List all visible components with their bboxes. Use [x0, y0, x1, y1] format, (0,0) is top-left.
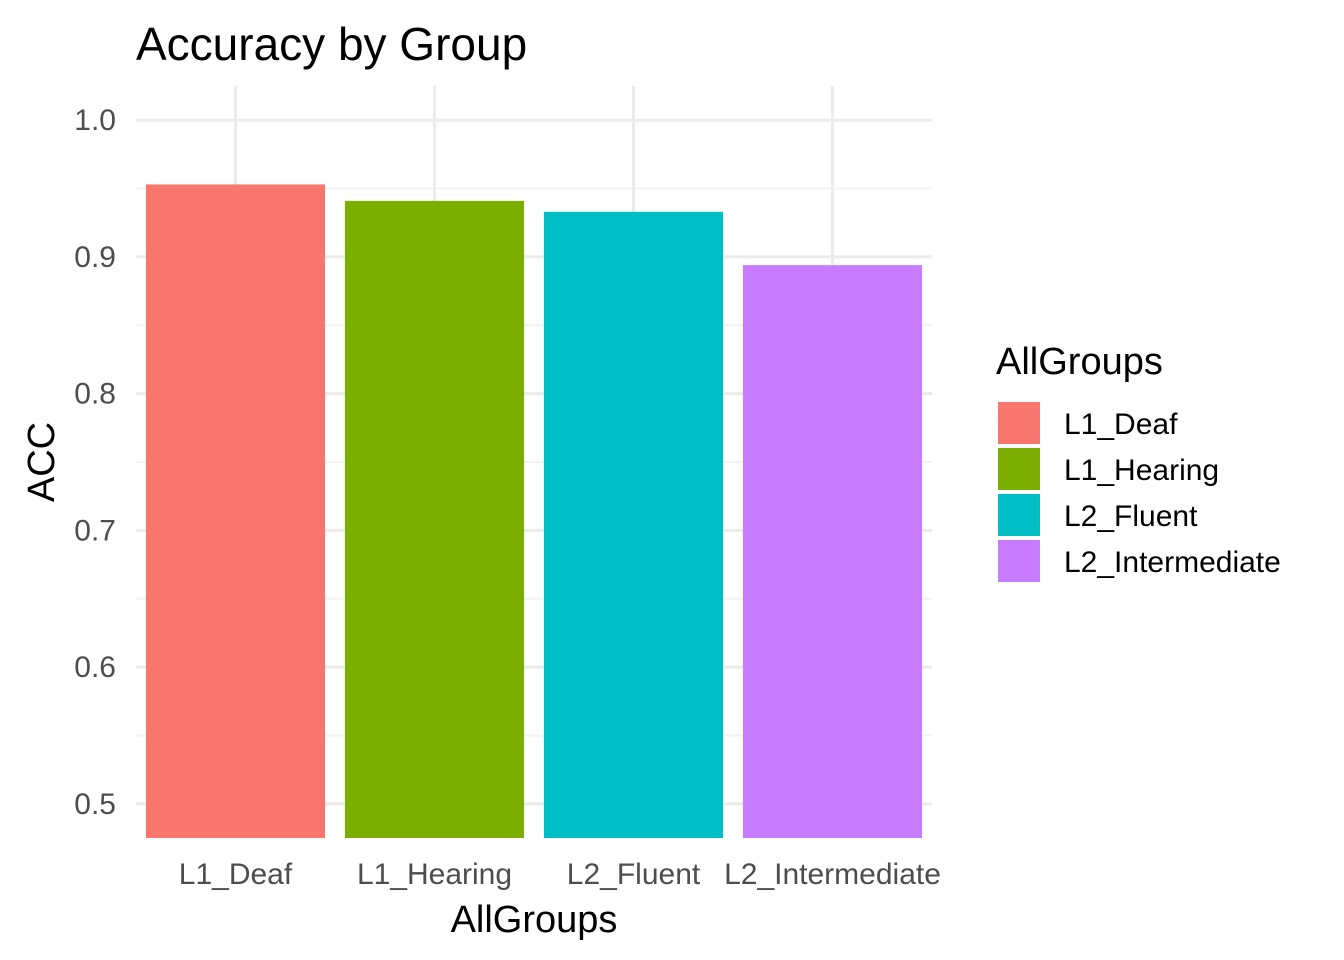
bars: [145, 184, 923, 839]
y-axis-tick-labels: 0.5 0.6 0.7 0.8 0.9 1.0: [74, 104, 116, 821]
y-tick-label: 0.9: [74, 241, 116, 274]
bar-l2-fluent: [543, 211, 724, 839]
legend-swatch: [998, 494, 1040, 536]
x-tick-label: L1_Deaf: [179, 858, 293, 891]
bar-l1-deaf: [145, 184, 326, 839]
x-tick-label: L2_Intermediate: [724, 858, 941, 891]
x-tick-label: L2_Fluent: [567, 858, 701, 891]
legend: AllGroups L1_Deaf L1_Hearing L2_Fluent L2_I…: [996, 341, 1281, 582]
y-tick-label: 0.5: [74, 788, 116, 821]
legend-title: AllGroups: [996, 341, 1163, 383]
legend-swatch: [998, 448, 1040, 490]
legend-swatch: [998, 540, 1040, 582]
chart-title: Accuracy by Group: [136, 18, 527, 70]
legend-label: L2_Fluent: [1064, 500, 1198, 533]
x-axis-title: AllGroups: [451, 899, 618, 941]
y-axis-title: ACC: [21, 422, 63, 502]
legend-swatch: [998, 402, 1040, 444]
x-axis-tick-labels: L1_Deaf L1_Hearing L2_Fluent L2_Intermediat…: [179, 858, 941, 891]
y-tick-label: 0.8: [74, 378, 116, 411]
bar-l2-intermediate: [742, 265, 923, 838]
bar-l1-hearing: [344, 200, 525, 839]
legend-label: L2_Intermediate: [1064, 546, 1281, 579]
legend-items: L1_Deaf L1_Hearing L2_Fluent L2_Intermediat…: [998, 402, 1281, 582]
legend-label: L1_Hearing: [1064, 454, 1219, 487]
y-tick-label: 0.6: [74, 651, 116, 684]
y-tick-label: 0.7: [74, 514, 116, 547]
y-tick-label: 1.0: [74, 104, 116, 137]
x-tick-label: L1_Hearing: [357, 858, 512, 891]
legend-label: L1_Deaf: [1064, 408, 1178, 441]
